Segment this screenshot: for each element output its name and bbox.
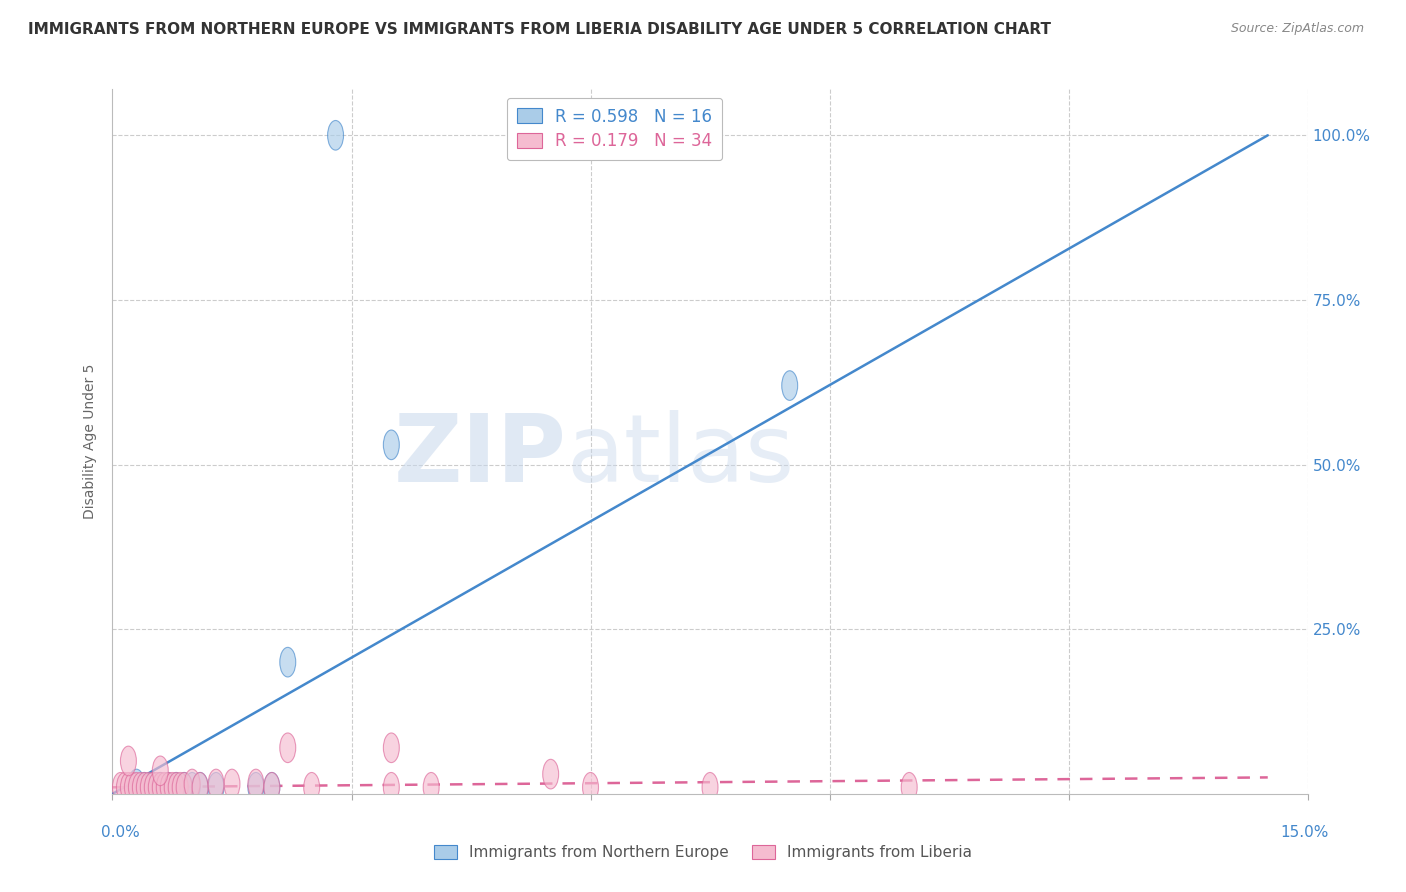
Text: Source: ZipAtlas.com: Source: ZipAtlas.com [1230, 22, 1364, 36]
Y-axis label: Disability Age Under 5: Disability Age Under 5 [83, 364, 97, 519]
Legend: R = 0.598   N = 16, R = 0.179   N = 34: R = 0.598 N = 16, R = 0.179 N = 34 [506, 97, 723, 161]
Legend: Immigrants from Northern Europe, Immigrants from Liberia: Immigrants from Northern Europe, Immigra… [427, 839, 979, 866]
Text: 0.0%: 0.0% [101, 825, 141, 840]
Text: 15.0%: 15.0% [1281, 825, 1329, 840]
Text: atlas: atlas [567, 409, 794, 501]
Text: ZIP: ZIP [394, 409, 567, 501]
Text: IMMIGRANTS FROM NORTHERN EUROPE VS IMMIGRANTS FROM LIBERIA DISABILITY AGE UNDER : IMMIGRANTS FROM NORTHERN EUROPE VS IMMIG… [28, 22, 1052, 37]
